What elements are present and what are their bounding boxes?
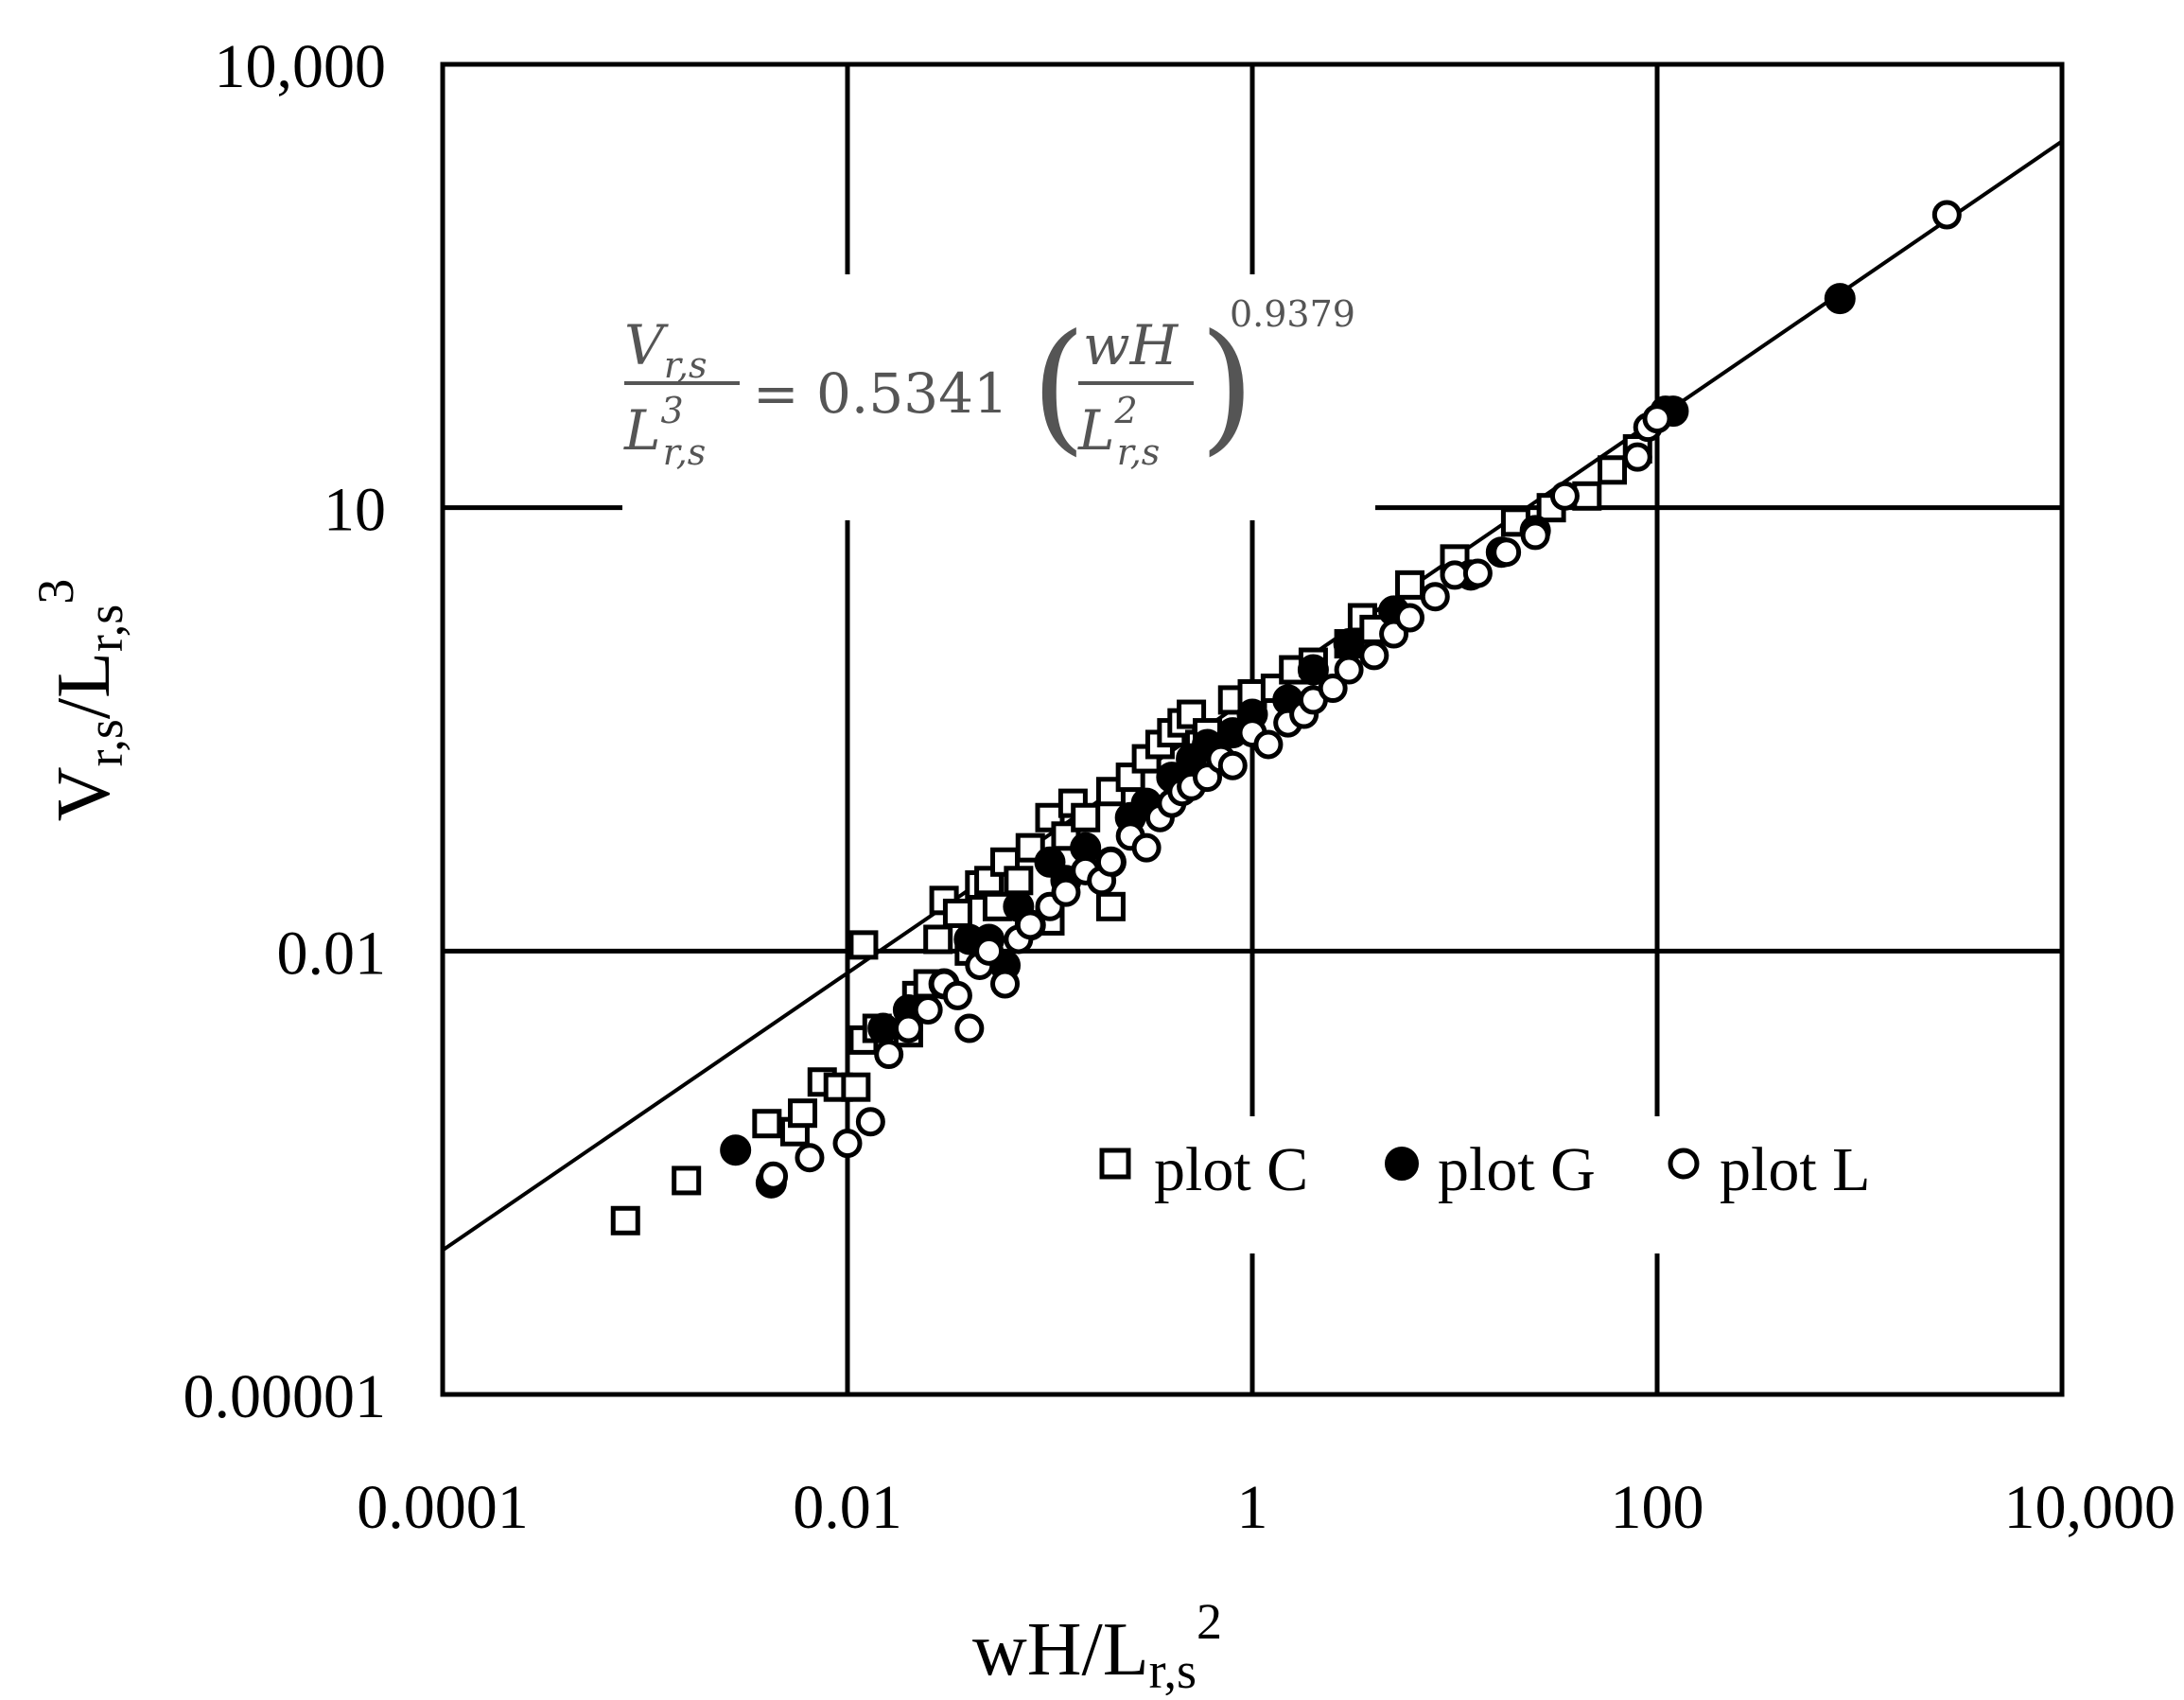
eq-lhs-numerator: Vr,s [624,313,707,386]
point-plot-l [1359,640,1389,671]
point-plot-l [1420,582,1450,612]
point-plot-l [832,1129,863,1159]
y-tick-label: 10 [323,476,386,545]
legend-filled-circle-marker [1385,1147,1419,1181]
legend-open-circle-marker [1668,1148,1700,1180]
point-plot-l [1395,603,1425,633]
point-plot-l [1622,442,1652,472]
legend-label-plot-l: plot L [1720,1135,1871,1204]
point-plot-g [867,1012,900,1044]
point-plot-l [893,1013,923,1043]
x-tick-label: 100 [1611,1473,1704,1542]
point-plot-c [788,1098,818,1129]
equation-backdrop [622,274,1375,520]
point-plot-l [1217,750,1248,780]
y-tick-labels: 0.00001 0.01 10 10,000 [183,32,387,1431]
y-tick-label: 10,000 [215,32,387,101]
data-points [610,200,1962,1236]
point-plot-l [974,936,1005,966]
point-plot-l [1931,200,1962,230]
legend-square-open-marker [1099,1148,1131,1180]
x-axis-title: wH/Lr,s2 [972,1593,1222,1695]
legend: plot C plot G plot L [1099,1135,1871,1204]
point-plot-c [1115,762,1145,793]
x-tick-labels: 0.0001 0.01 1 100 10,000 [357,1473,2175,1542]
point-plot-l [1642,404,1672,434]
point-plot-l [954,1013,985,1043]
fit-equation: Vr,s L3 r,s = 0.5341 ( wH L2 r,s ) 0.9379 [623,293,1355,473]
y-tick-label: 0.00001 [183,1362,387,1431]
point-plot-l [795,1143,825,1173]
point-plot-l [855,1107,885,1137]
point-plot-c [1095,891,1126,921]
eq-coefficient: = 0.5341 [753,361,1008,426]
point-plot-l [1253,729,1284,760]
legend-label-plot-g: plot G [1438,1135,1596,1204]
point-plot-l [1462,558,1493,588]
point-plot-c [672,1165,702,1196]
eq-inner-denominator: L2 r,s [1077,390,1160,473]
point-plot-c [841,1072,871,1102]
point-plot-g [1824,283,1856,315]
eq-lhs-denominator: L3 r,s [623,390,706,473]
point-plot-l [990,969,1021,999]
point-plot-l [1520,520,1550,551]
x-tick-label: 10,000 [2004,1473,2176,1542]
point-plot-l [942,980,972,1010]
point-plot-g [720,1134,752,1166]
point-plot-c [1598,455,1628,485]
x-tick-label: 0.0001 [357,1473,529,1542]
point-plot-l [874,1040,904,1070]
plot-frame [440,61,2065,1397]
x-tick-label: 0.01 [793,1473,902,1542]
point-plot-g [1333,628,1365,660]
y-axis-title-group: Vr,s/Lr,s3 [27,579,133,822]
legend-backdrop [1088,1116,1906,1253]
legend-label-plot-c: plot C [1154,1135,1308,1204]
point-plot-c [610,1205,640,1236]
point-plot-l [1334,655,1364,685]
point-plot-l [1318,674,1348,704]
y-tick-label: 0.01 [277,919,387,988]
point-plot-c [1395,570,1425,600]
eq-right-paren: ) [1199,305,1255,469]
point-plot-l [1492,537,1522,568]
point-plot-l [1095,847,1126,877]
point-plot-l [1051,877,1081,907]
point-plot-c [1071,802,1101,832]
point-plot-c [1004,866,1034,896]
point-plot-l [1131,832,1162,863]
point-plot-g [1297,654,1329,686]
x-tick-label: 1 [1237,1473,1268,1542]
point-plot-c [848,930,879,960]
point-plot-c [752,1109,782,1139]
eq-exponent: 0.9379 [1230,293,1355,335]
point-plot-c [942,898,972,928]
point-plot-c [923,924,953,955]
point-plot-l [913,995,943,1025]
point-plot-l [1015,910,1045,940]
eq-inner-numerator: wH [1083,313,1179,377]
point-plot-l [759,1161,789,1191]
y-axis-title: Vr,s/Lr,s3 [27,579,133,822]
eq-left-paren: ( [1031,305,1087,469]
point-plot-l [1549,481,1580,511]
